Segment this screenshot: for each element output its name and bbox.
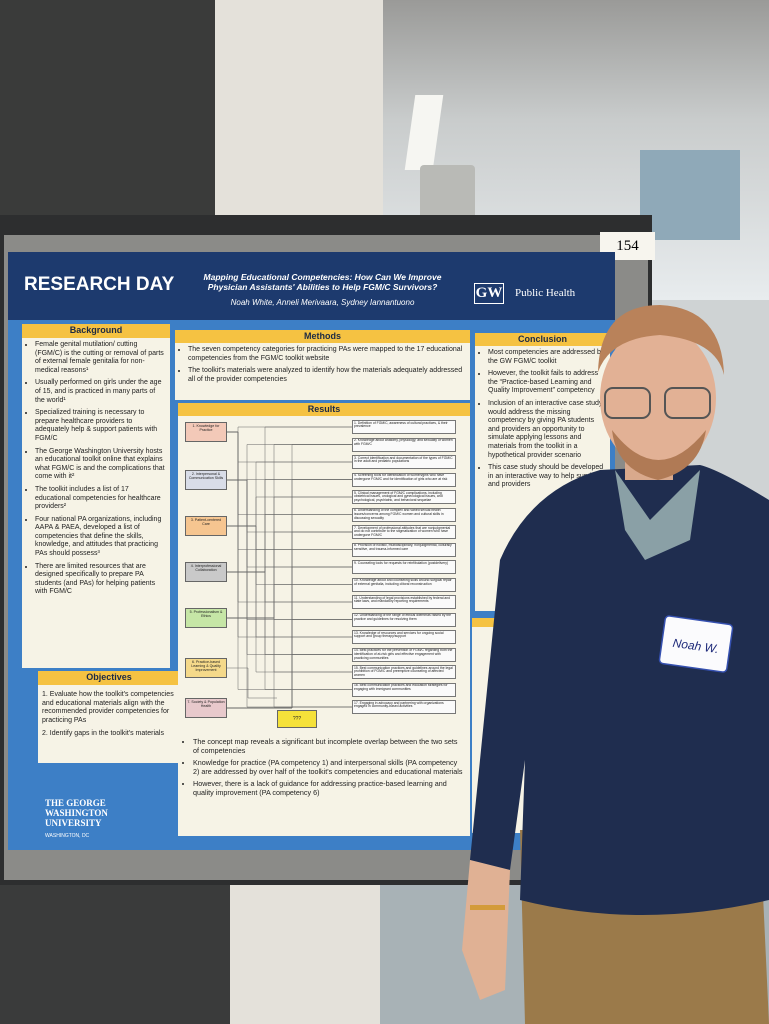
pa-competency: 4. Interprofessional Collaboration: [185, 562, 227, 582]
list-item: There are limited resources that are des…: [35, 563, 166, 597]
toolkit-competency: 17. Engaging in advocacy and partnering …: [352, 700, 456, 714]
list-item: The toolkit includes a list of 17 educat…: [35, 486, 166, 512]
pillar: [215, 0, 383, 222]
list: Female genital mutilation/ cutting (FGM/…: [26, 341, 166, 597]
list-item: Usually performed on girls under the age…: [35, 379, 166, 405]
list-item: Most competencies are addressed by the G…: [488, 349, 606, 366]
list-item: The seven competency categories for prac…: [188, 346, 466, 363]
pa-competency: 7. Society & Population Health: [185, 698, 227, 718]
concept-map: [227, 426, 352, 709]
list: The concept map reveals a significant bu…: [184, 737, 464, 802]
list-item: This case study should be developed in a…: [488, 464, 606, 490]
heading: Methods: [175, 330, 470, 343]
toolkit-competency: 4. Screening tools for identification of…: [352, 472, 456, 487]
toolkit-competency: 3. Correct identification and documentat…: [352, 455, 456, 469]
connector: [227, 706, 352, 709]
sweater: [470, 465, 769, 915]
toolkit-competency: 9. Counseling tools for requests for rei…: [352, 560, 456, 574]
panel: The concept map reveals a significant bu…: [178, 416, 470, 836]
toolkit-competency: 8. Provision of holistic, multidisciplin…: [352, 542, 456, 557]
pa-competency: 3. Patient-centered Care: [185, 516, 227, 536]
title: Mapping Educational Competencies: How Ca…: [203, 272, 442, 292]
list-item: Inclusion of an interactive case study w…: [488, 400, 606, 460]
list: The seven competency categories for prac…: [179, 346, 466, 384]
badge: RESEARCH DAY: [24, 274, 175, 295]
pillar-lower: [230, 885, 380, 1024]
pa-competency: 5. Professionalism & Ethics: [185, 608, 227, 628]
list-item: However, the toolkit fails to address th…: [488, 370, 606, 396]
panel: 1. Evaluate how the toolkit's competenci…: [38, 685, 180, 763]
wall: [0, 0, 215, 222]
logo-text: Public Health: [515, 287, 576, 299]
name-tag: [658, 615, 734, 673]
toolkit-competency: 12. Understanding of the range of ethica…: [352, 612, 456, 627]
gap-box: ???: [277, 710, 317, 728]
toolkit-competency: 10. Knowledge about and counseling skill…: [352, 577, 456, 592]
objective: 2. Identify gaps in the toolkit's materi…: [42, 730, 164, 738]
pa-competency: 2. Interpersonal & Communication Skills: [185, 470, 227, 490]
heading: Conclusion: [475, 333, 610, 346]
connector: [227, 667, 277, 699]
floor-wall: [0, 885, 230, 1024]
hand: [462, 860, 510, 1000]
poster-header: [8, 252, 615, 320]
list-item: Female genital mutilation/ cutting (FGM/…: [35, 341, 166, 375]
glasses: [604, 387, 651, 419]
face: [600, 326, 716, 470]
university: THE GEORGE WASHINGTON UNIVERSITY: [45, 798, 108, 828]
toolkit-competency: 14. Best practices for the prevention of…: [352, 647, 456, 662]
toolkit-competency: 16. Best communication practices and edu…: [352, 682, 456, 697]
toolkit-competency: 15. Best communication practices and gui…: [352, 665, 456, 679]
list-item: The George Washington University hosts a…: [35, 448, 166, 482]
toolkit-competency: 13. Knowledge of resources and services …: [352, 630, 456, 644]
toolkit-competency: 6. Understanding of the complex and vari…: [352, 507, 456, 522]
list-item: The toolkit's materials were analyzed to…: [188, 367, 466, 384]
hair: [598, 305, 724, 375]
heading: Results: [178, 403, 470, 416]
list-item: The concept map reveals a significant bu…: [193, 737, 464, 755]
glasses: [664, 387, 711, 419]
toolkit-competency: 7. Development of professional attitudes…: [352, 525, 456, 539]
building: [640, 150, 740, 240]
university-place: WASHINGTON, DC: [45, 833, 90, 839]
shirt-collar: [615, 470, 700, 560]
heading: Objectives: [38, 671, 180, 685]
objective: 1. Evaluate how the toolkit's competenci…: [42, 691, 174, 724]
toolkit-competency: 1. Definition of FGM/C, awareness of cul…: [352, 420, 456, 434]
list-item: However, there is a lack of guidance for…: [193, 780, 464, 797]
toolkit-competency: 2. Knowledge about anatomy, physiology, …: [352, 437, 456, 452]
list: Most competencies are addressed by the G…: [479, 349, 606, 490]
list-item: Knowledge for practice (PA competency 1)…: [193, 758, 464, 776]
logo: GW: [474, 283, 504, 304]
toolkit-competency: 5. Clinical management of FGM/C complica…: [352, 490, 456, 504]
heading: Background: [22, 324, 170, 338]
connector: [227, 571, 352, 690]
toolkit-competency: 11. Understanding of legal provisions es…: [352, 595, 456, 609]
bracelet: [470, 905, 505, 910]
panel: Female genital mutilation/ cutting (FGM/…: [22, 338, 170, 668]
beard: [612, 430, 706, 480]
pa-competency: 1. Knowledge for Practice: [185, 422, 227, 442]
list-item: Four national PA organizations, includin…: [35, 516, 166, 559]
panel: The seven competency categories for prac…: [175, 343, 470, 400]
pa-competency: 6. Practice-based Learning & Quality Imp…: [185, 658, 227, 678]
authors: Noah White, Anneli Merivaara, Sydney Ian…: [230, 298, 415, 307]
list-item: Specialized training is necessary to pre…: [35, 409, 166, 443]
name-tag-text: Noah W.: [672, 636, 720, 656]
